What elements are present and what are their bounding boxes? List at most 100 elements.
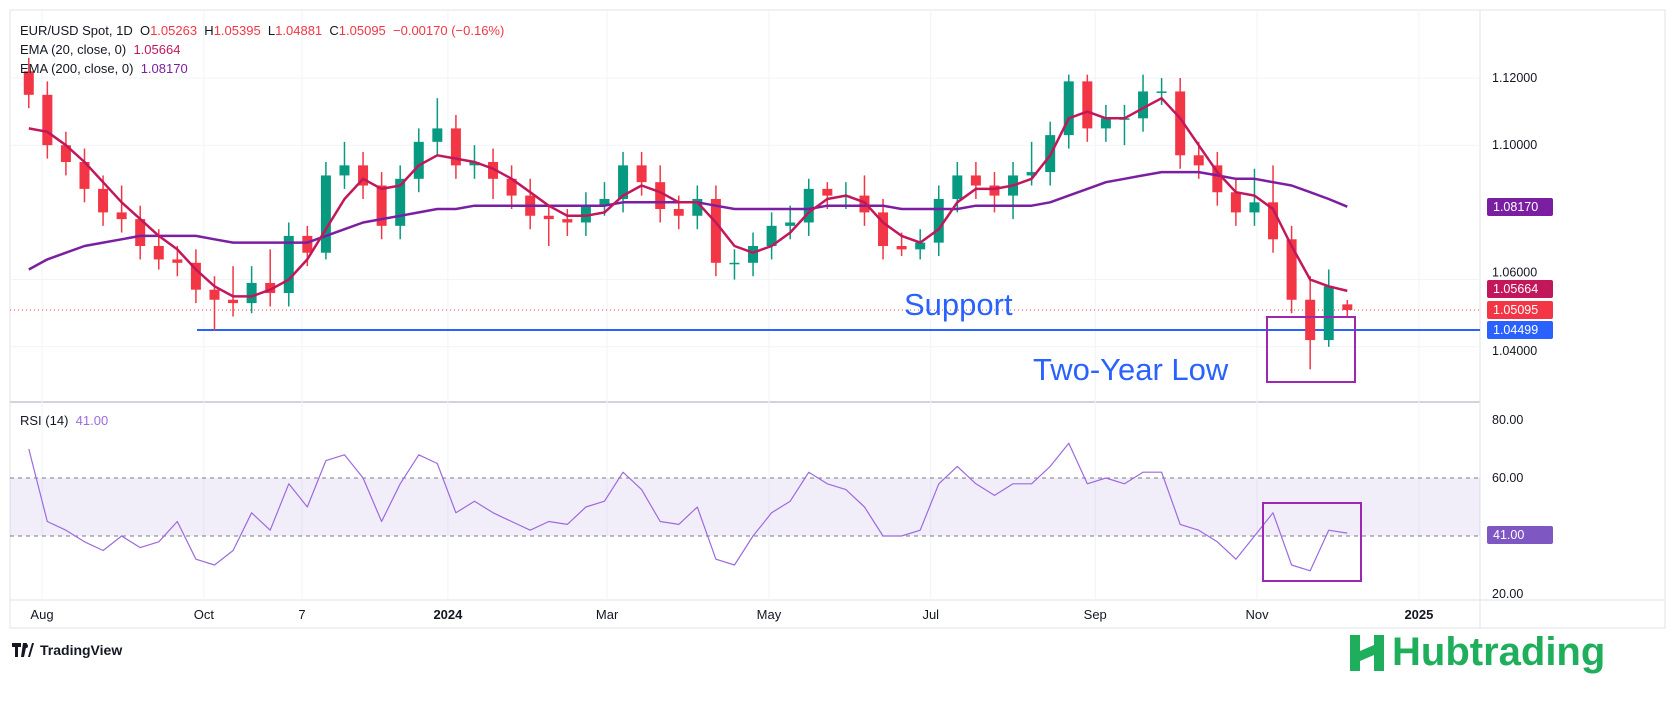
candle-body — [1249, 202, 1260, 213]
ema200-legend[interactable]: EMA (200, close, 0) 1.08170 — [20, 61, 188, 76]
candle-body — [580, 205, 591, 223]
symbol-title: EUR/USD Spot, 1D — [20, 23, 133, 38]
rsi-line — [28, 442, 1348, 572]
candle-body — [265, 282, 276, 294]
support-annotation: Support — [904, 287, 1013, 322]
candle-body — [283, 235, 294, 294]
candle-body — [599, 198, 610, 206]
candle-body — [785, 222, 796, 226]
candle-body — [469, 162, 480, 166]
candle-body — [79, 162, 90, 189]
time-tick-label: 7 — [298, 607, 305, 622]
ema20-legend[interactable]: EMA (20, close, 0) 1.05664 — [20, 42, 180, 57]
candle-body — [172, 259, 183, 263]
hubtrading-icon — [1350, 634, 1384, 671]
candle-body — [1193, 155, 1204, 166]
ema200-line — [28, 170, 1348, 271]
ema20-label: EMA (20, close, 0) — [20, 42, 127, 57]
candle-body — [1230, 192, 1241, 213]
rsi-legend[interactable]: RSI (14) 41.00 — [20, 413, 108, 428]
candle-body — [748, 246, 759, 263]
candle-body — [320, 175, 331, 253]
candle-body — [1175, 91, 1186, 156]
candle-body — [1082, 81, 1093, 129]
high-value: 1.05395 — [213, 23, 261, 38]
time-tick-label: Mar — [596, 607, 619, 622]
candle-body — [506, 178, 517, 196]
candle-body — [1100, 118, 1111, 129]
time-tick-label: Aug — [30, 607, 53, 622]
time-tick-label: 2025 — [1404, 607, 1433, 622]
candle-body — [432, 128, 443, 142]
last-price-label: 1.05095 — [1487, 301, 1553, 319]
hubtrading-logo: Hubtrading — [1348, 630, 1605, 675]
candle-body — [618, 165, 629, 199]
time-tick-label: Nov — [1246, 607, 1270, 622]
ema200-price-label: 1.08170 — [1487, 198, 1553, 216]
candle-body — [228, 299, 239, 304]
price-tick-label: 1.10000 — [1492, 138, 1537, 152]
candle-body — [1305, 299, 1316, 341]
ema200-label: EMA (200, close, 0) — [20, 61, 134, 76]
close-label: C — [329, 23, 339, 38]
candle-body — [1063, 81, 1074, 136]
price-tick-label: 1.12000 — [1492, 71, 1537, 85]
tradingview-text: TradingView — [40, 642, 123, 658]
two-year-low-box — [1266, 316, 1356, 383]
candle-body — [543, 215, 554, 220]
candle-body — [692, 198, 703, 216]
symbol-legend: EUR/USD Spot, 1D O1.05263 H1.05395 L1.04… — [20, 23, 504, 38]
time-tick-label: 2024 — [433, 607, 463, 622]
two-year-low-annotation: Two-Year Low — [1033, 352, 1229, 387]
rsi-tick-label: 60.00 — [1492, 471, 1523, 485]
candle-body — [822, 188, 833, 196]
candle-body — [190, 262, 201, 290]
hubtrading-text: Hubtrading — [1392, 630, 1606, 674]
support-price-label: 1.04499 — [1487, 321, 1553, 339]
rsi-highlight-box — [1262, 502, 1362, 582]
candle-body — [23, 71, 34, 95]
candle-body — [98, 188, 109, 213]
candle-body — [339, 165, 350, 176]
rsi-band — [10, 478, 1480, 536]
time-tick-label: Oct — [194, 607, 215, 622]
candle-body — [766, 225, 777, 246]
candle-body — [1156, 91, 1167, 93]
candle-body — [116, 212, 127, 220]
candle-body — [302, 235, 313, 253]
candles — [23, 57, 1353, 370]
candle-body — [915, 242, 926, 250]
time-tick-label: May — [757, 607, 782, 622]
rsi-tick-label: 20.00 — [1492, 587, 1523, 601]
rsi-value: 41.00 — [75, 413, 109, 428]
ema20-price-label: 1.05664 — [1487, 280, 1553, 298]
candle-body — [1212, 165, 1223, 193]
candle-body — [153, 246, 164, 260]
time-tick-label: Jul — [922, 607, 939, 622]
low-value: 1.04881 — [275, 23, 323, 38]
open-label: O — [139, 23, 151, 38]
change-value: −0.00170 (−0.16%) — [393, 23, 505, 38]
time-tick-label: Sep — [1084, 607, 1107, 622]
low-label: L — [267, 23, 276, 38]
candle-body — [989, 185, 1000, 196]
candle-body — [135, 219, 146, 246]
candle-body — [673, 209, 684, 216]
candle-body — [246, 282, 257, 304]
candle-body — [1138, 91, 1149, 119]
candle-body — [933, 198, 944, 243]
chart-frame — [9, 9, 1666, 629]
rsi-label: RSI (14) — [20, 413, 69, 428]
candle-body — [952, 175, 963, 199]
candle-body — [395, 178, 406, 226]
ema20-value: 1.05664 — [133, 42, 181, 57]
candle-body — [209, 289, 220, 300]
candle-body — [803, 188, 814, 223]
tradingview-logo[interactable]: TradingView — [12, 642, 122, 658]
rsi-price-label: 41.00 — [1487, 526, 1553, 544]
candle-body — [376, 185, 387, 226]
candle-body — [488, 162, 499, 179]
price-tick-label: 1.04000 — [1492, 344, 1537, 358]
high-label: H — [204, 23, 214, 38]
